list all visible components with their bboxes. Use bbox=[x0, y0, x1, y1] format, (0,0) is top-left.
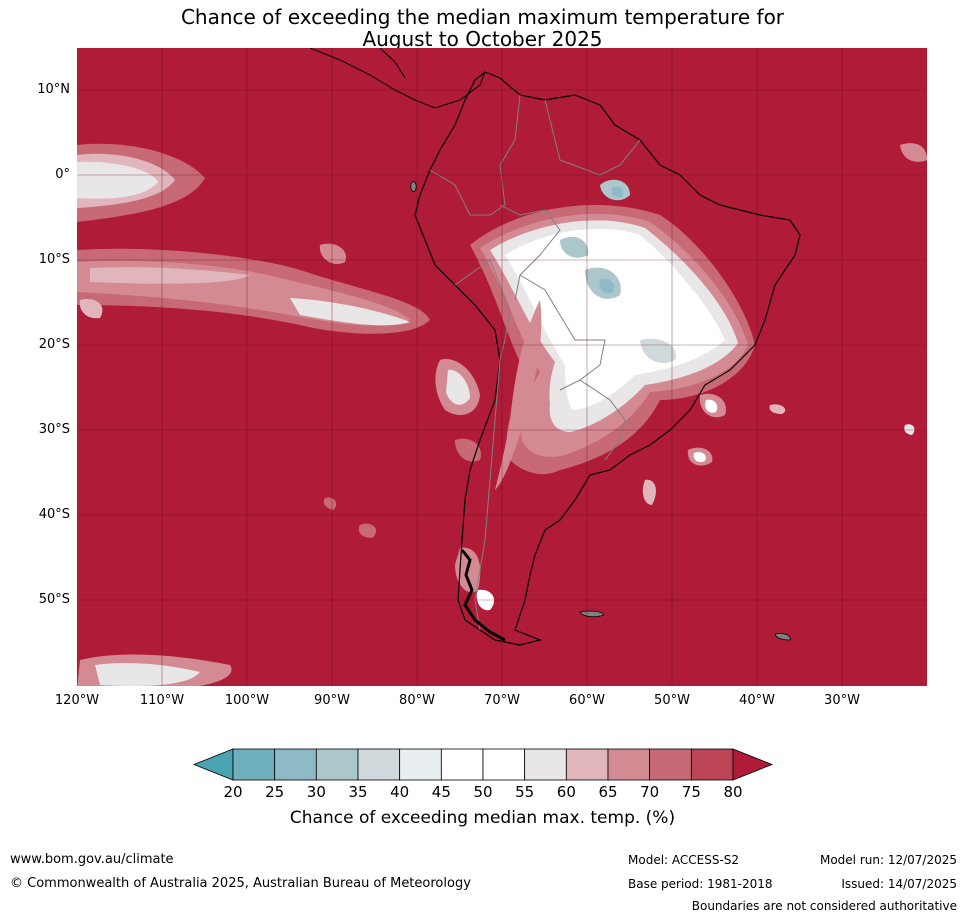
map-title-line-2: August to October 2025 bbox=[362, 27, 603, 51]
lon-label-60w: 60°W bbox=[569, 693, 605, 708]
colorbar-tick-label: 65 bbox=[598, 783, 618, 801]
colorbar-tick-label: 40 bbox=[390, 783, 410, 801]
pacific-band bbox=[77, 143, 430, 334]
colorbar-tick-label: 45 bbox=[431, 783, 451, 801]
continental-anomaly bbox=[455, 143, 927, 611]
southern-chile-archipelago bbox=[460, 549, 506, 642]
colorbar-tick-label: 75 bbox=[681, 783, 701, 801]
lon-label-30w: 30°W bbox=[824, 693, 860, 708]
footer-model-run: Model run: 12/07/2025 bbox=[819, 853, 957, 867]
map-title-line-1: Chance of exceeding the median maximum t… bbox=[180, 5, 785, 29]
colorbar-tick-label: 55 bbox=[515, 783, 535, 801]
colorbar-swatch bbox=[315, 748, 359, 781]
colorbar-tick-label: 60 bbox=[556, 783, 576, 801]
lon-label-90w: 90°W bbox=[314, 693, 350, 708]
colorbar-swatch bbox=[357, 748, 401, 781]
colorbar-swatch bbox=[482, 748, 526, 781]
colorbar-swatch bbox=[524, 748, 567, 781]
colorbar bbox=[192, 748, 774, 781]
islands bbox=[410, 181, 791, 641]
colorbar-tick-label: 30 bbox=[306, 783, 326, 801]
footer-model: Model: ACCESS-S2 bbox=[628, 853, 740, 867]
lon-label-100w: 100°W bbox=[224, 693, 270, 708]
colorbar-swatch bbox=[649, 748, 692, 781]
colorbar-below-arrow bbox=[192, 748, 234, 781]
lon-label-70w: 70°W bbox=[484, 693, 520, 708]
lat-label-0: 0° bbox=[55, 167, 70, 182]
colorbar-swatch bbox=[274, 748, 317, 781]
footer-url[interactable]: www.bom.gov.au/climate bbox=[10, 852, 174, 867]
lat-label-30s: 30°S bbox=[38, 422, 70, 437]
colorbar-swatch bbox=[690, 748, 734, 781]
lon-label-80w: 80°W bbox=[399, 693, 435, 708]
colorbar-tick-label: 70 bbox=[640, 783, 660, 801]
lon-label-50w: 50°W bbox=[654, 693, 690, 708]
colorbar-above-arrow bbox=[732, 748, 774, 781]
footer-disclaimer: Boundaries are not considered authoritat… bbox=[691, 899, 957, 913]
map-gridlines bbox=[77, 48, 927, 686]
colorbar-tick-label: 20 bbox=[223, 783, 243, 801]
colorbar-swatch bbox=[399, 748, 442, 781]
footer-issued: Issued: 14/07/2025 bbox=[841, 877, 957, 891]
footer-base-period: Base period: 1981-2018 bbox=[628, 877, 773, 891]
lat-label-40s: 40°S bbox=[38, 507, 70, 522]
lat-label-10s: 10°S bbox=[38, 252, 70, 267]
pacific-patches bbox=[77, 359, 480, 686]
colorbar-swatch bbox=[232, 748, 276, 781]
colorbar-label: Chance of exceeding median max. temp. (%… bbox=[289, 808, 676, 828]
colorbar-tick-label: 80 bbox=[723, 783, 743, 801]
colorbar-swatch bbox=[607, 748, 651, 781]
lat-label-50s: 50°S bbox=[38, 592, 70, 607]
footer-copyright: © Commonwealth of Australia 2025, Austra… bbox=[10, 876, 471, 891]
colorbar-tick-label: 35 bbox=[348, 783, 368, 801]
lon-label-110w: 110°W bbox=[139, 693, 185, 708]
colorbar-tick-label: 50 bbox=[473, 783, 493, 801]
colorbar-swatch bbox=[565, 748, 609, 781]
lat-label-20s: 20°S bbox=[38, 337, 70, 352]
lon-label-40w: 40°W bbox=[739, 693, 775, 708]
colorbar-tick-label: 25 bbox=[265, 783, 285, 801]
lon-label-120w: 120°W bbox=[54, 693, 100, 708]
colorbar-swatch bbox=[440, 748, 484, 781]
lat-label-10n: 10°N bbox=[37, 82, 70, 97]
